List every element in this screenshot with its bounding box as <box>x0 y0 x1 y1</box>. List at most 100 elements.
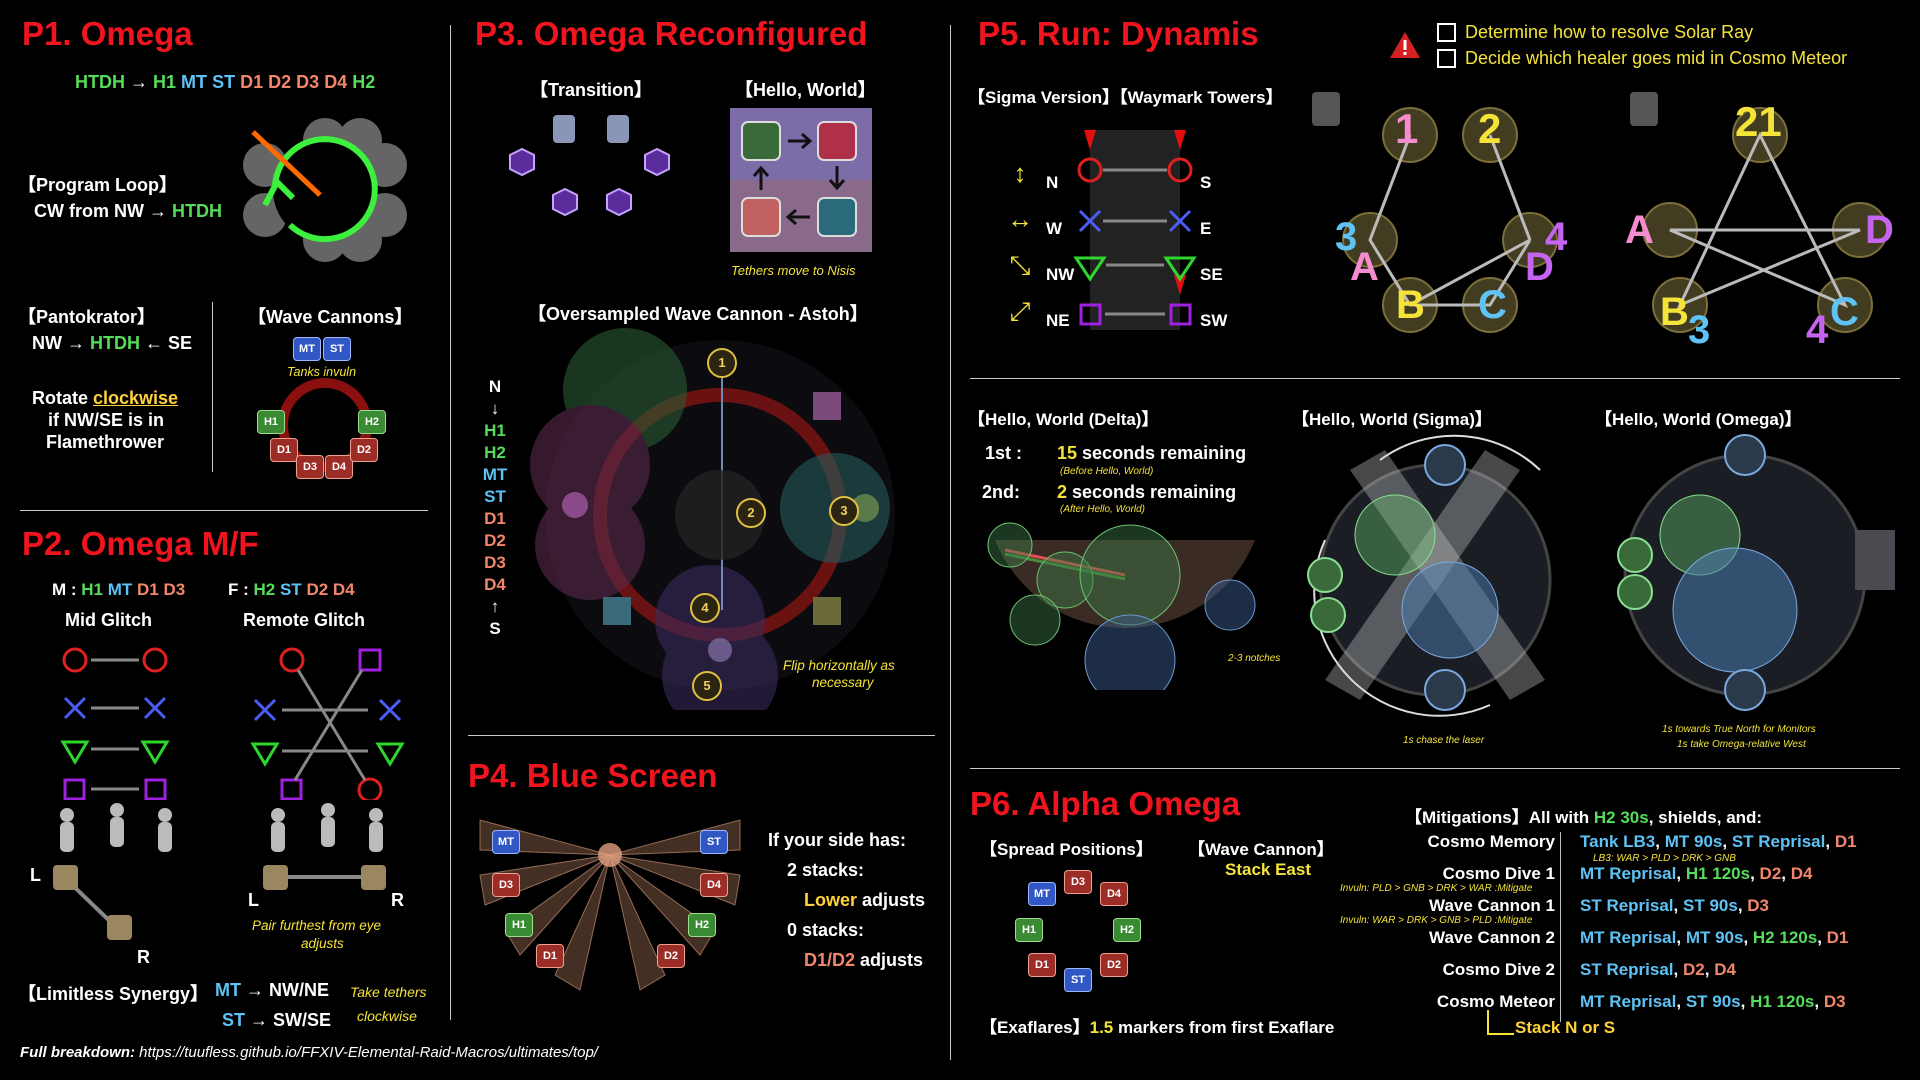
checkbox-cosmo-meteor[interactable] <box>1437 49 1456 68</box>
direction-arrows: ↕ ↔ ⤡ ⤢ <box>1007 158 1033 326</box>
pair-note-1: Pair furthest from eye <box>252 918 382 933</box>
mitigation-row-name: Wave Cannon 1 <box>1429 896 1555 915</box>
fan-role-chip: D2 <box>657 944 685 968</box>
divider-p3-p5 <box>950 25 951 1060</box>
marker-1: 1 <box>707 348 737 378</box>
spread-chip: H1 <box>1015 918 1043 942</box>
rotate-text: Rotate clockwise <box>32 388 179 408</box>
direction-left-labels: N W NW NE <box>1046 173 1075 330</box>
p5-title: P5. Run: Dynamis <box>978 15 1259 52</box>
stack-ns-connector <box>1487 1010 1514 1035</box>
m-roles: M : H1 MT D1 D3 <box>52 580 186 599</box>
transition-diagram <box>509 115 670 217</box>
marker-3: 3 <box>829 496 859 526</box>
f-roles: F : H2 ST D2 D4 <box>228 580 355 599</box>
p4-title: P4. Blue Screen <box>468 757 718 794</box>
role-chip: H1 <box>257 410 285 434</box>
role-chip: D1 <box>270 438 298 462</box>
spread-title: 【Spread Positions】 <box>980 840 1153 859</box>
omega-note-2: 1s take Omega-relative West <box>1677 739 1806 750</box>
divider-p3-p4 <box>468 735 935 736</box>
synergy-st: ST → SW/SE <box>222 1010 332 1030</box>
role-chip: D2 <box>350 438 378 462</box>
program-loop-title: 【Program Loop】 <box>18 175 178 195</box>
waymark-2: 2 <box>1478 105 1502 152</box>
first-remaining: 15 seconds remaining <box>1057 443 1247 463</box>
lower-adjusts-text: Lower adjusts <box>804 890 926 910</box>
mitigation-row-note: LB3: WAR > PLD > DRK > GNB <box>1593 853 1736 864</box>
remote-r-label: R <box>391 890 404 910</box>
fan-role-chip: D4 <box>700 873 728 897</box>
wave-cannons-title: 【Wave Cannons】 <box>248 307 413 327</box>
mitigation-row-name: Cosmo Dive 1 <box>1442 864 1555 883</box>
clockwise-note: clockwise <box>357 1008 417 1024</box>
waymark-towers-right <box>1642 107 1888 333</box>
mid-glitch-diagram <box>60 647 170 800</box>
direction-right-labels: S E SE SW <box>1200 173 1228 330</box>
remote-l-label: L <box>248 890 259 910</box>
waymark-1: 1 <box>1395 105 1419 152</box>
zero-stacks-text: 0 stacks: <box>787 920 865 940</box>
first-label: 1st : <box>985 443 1023 463</box>
warning-item-2: Decide which healer goes mid in Cosmo Me… <box>1465 48 1848 68</box>
mitigation-row-actions: MT Reprisal, H1 120s, D2, D4 <box>1580 864 1813 883</box>
role-chip: D4 <box>325 455 353 479</box>
p2-title: P2. Omega M/F <box>22 525 259 562</box>
notches-note: 2-3 notches <box>1228 653 1281 664</box>
remote-glitch-diagram <box>250 647 405 800</box>
synergy-mt: MT → NW/NE <box>215 980 329 1000</box>
mitigation-row-note: Invuln: PLD > GNB > DRK > WAR :Mitigate <box>1340 883 1533 894</box>
role-chip: H2 <box>358 410 386 434</box>
waymark-r-b: B <box>1660 290 1689 334</box>
rotate-text-3: Flamethrower <box>46 432 165 452</box>
second-remaining: 2 seconds remaining <box>1057 482 1237 502</box>
synergy-title: 【Limitless Synergy】 <box>18 984 209 1004</box>
mitigation-row-actions: MT Reprisal, MT 90s, H2 120s, D1 <box>1580 928 1849 947</box>
rotate-text-2: if NW/SE is in <box>48 410 165 430</box>
fan-role-chip: MT <box>492 830 520 854</box>
role-chip: D3 <box>296 455 324 479</box>
sigma-hw-diagram <box>1307 434 1552 717</box>
delta-diagram <box>987 522 1256 690</box>
sigma-tethers-diagram <box>1073 130 1197 330</box>
fan-role-chip: H2 <box>688 913 716 937</box>
pantokrator-title: 【Pantokrator】 <box>18 307 156 327</box>
mitigation-row-actions: ST Reprisal, D2, D4 <box>1580 960 1736 979</box>
transition-title: 【Transition】 <box>530 80 653 100</box>
mitigation-divider <box>1560 832 1561 1022</box>
marker-5: 5 <box>692 671 722 701</box>
waymark-c: C <box>1478 283 1507 327</box>
mitigations-title: 【Mitigations】All with H2 30s, shields, a… <box>1405 808 1763 827</box>
p1-title: P1. Omega <box>22 15 193 52</box>
p1-priority: HTDH → H1 MT ST D1 D2 D3 D4 H2 <box>75 72 376 92</box>
waymark-4: 4 <box>1545 215 1568 259</box>
flip-note-2: necessary <box>812 675 874 690</box>
omega-hw-title: 【Hello, World (Omega)】 <box>1595 410 1802 429</box>
divider-p5-p6 <box>970 768 1900 769</box>
omega-hw-diagram <box>1617 434 1895 711</box>
two-stacks-text: 2 stacks: <box>787 860 865 880</box>
second-label: 2nd: <box>982 482 1020 502</box>
first-sub: (Before Hello, World) <box>1060 466 1154 477</box>
take-tethers-note: Take tethers <box>350 984 427 1000</box>
footer-link[interactable]: Full breakdown: https://tuufless.github.… <box>20 1044 598 1061</box>
role-chip: ST <box>323 337 351 361</box>
mid-r-label: R <box>137 947 150 967</box>
mitigation-row-name: Cosmo Memory <box>1427 832 1555 851</box>
checkbox-solar-ray[interactable] <box>1437 23 1456 42</box>
waymark-r-3: 3 <box>1688 308 1711 352</box>
fan-role-chip: H1 <box>505 913 533 937</box>
warning-item-1: Determine how to resolve Solar Ray <box>1465 22 1754 42</box>
mid-glitch-title: Mid Glitch <box>65 610 152 630</box>
waymark-3: 3 <box>1335 215 1358 259</box>
oversampled-title: 【Oversampled Wave Cannon - Astoh】 <box>528 304 868 324</box>
divider-p1-p3 <box>450 25 451 1020</box>
program-loop-diagram <box>243 118 407 262</box>
fan-role-chip: D3 <box>492 873 520 897</box>
stack-ns: Stack N or S <box>1515 1018 1616 1037</box>
tethers-note: Tethers move to Nisis <box>731 263 856 278</box>
program-loop-text: CW from NW → HTDH <box>34 201 222 221</box>
mitigation-row-actions: MT Reprisal, ST 90s, H1 120s, D3 <box>1580 992 1846 1011</box>
spread-chip: D1 <box>1028 953 1056 977</box>
waymark-b: B <box>1396 283 1425 327</box>
